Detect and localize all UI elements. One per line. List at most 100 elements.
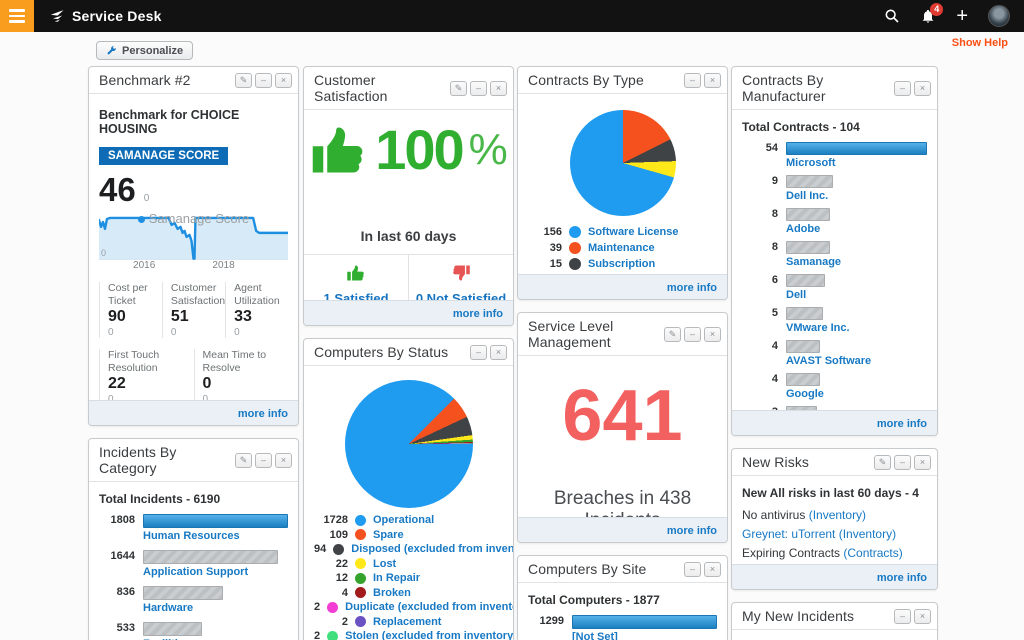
satisfaction-percentage: 100 — [375, 118, 464, 182]
close-widget-button[interactable]: × — [704, 561, 721, 577]
minimize-widget-button[interactable]: – — [894, 454, 911, 470]
bar-label-link[interactable]: Human Resources — [143, 530, 240, 542]
bar-label-link[interactable]: VMware Inc. — [786, 322, 850, 334]
bar — [143, 514, 288, 528]
legend-label-link[interactable]: Lost — [373, 557, 397, 570]
edit-widget-button[interactable]: ✎ — [235, 72, 252, 88]
bar — [786, 340, 820, 353]
minimize-widget-button[interactable]: – — [684, 72, 701, 88]
incidents-body: Total Incidents - 6190 1808 Human Resour… — [89, 482, 298, 640]
more-info-link[interactable]: more info — [666, 282, 717, 294]
bar-label-link[interactable]: [Not Set] — [572, 631, 618, 640]
close-widget-button[interactable]: × — [704, 72, 721, 88]
legend-label-link[interactable]: Subscription — [588, 258, 656, 270]
satisfied-link[interactable]: 1 Satisfied — [323, 291, 389, 300]
legend-label-link[interactable]: Operational — [373, 514, 435, 526]
more-info-link[interactable]: more info — [876, 572, 927, 584]
bar-label-link[interactable]: Application Support — [143, 566, 249, 578]
personalize-button[interactable]: Personalize — [96, 41, 194, 60]
legend-label-link[interactable]: Disposed (excluded from inventory) — [351, 543, 513, 555]
close-widget-button[interactable]: × — [275, 452, 292, 468]
close-widget-button[interactable]: × — [704, 326, 721, 342]
minimize-widget-button[interactable]: – — [894, 608, 911, 624]
bar-label-link[interactable]: Hardware — [143, 602, 194, 614]
percent-sign: % — [468, 125, 508, 174]
more-info-link[interactable]: more info — [452, 308, 503, 320]
add-icon[interactable]: + — [956, 5, 968, 27]
risk-category-link[interactable]: (Inventory) — [808, 508, 867, 522]
widget-footer: more info — [89, 400, 298, 425]
widget-footer: more info — [518, 274, 727, 299]
user-avatar[interactable] — [988, 5, 1010, 27]
edit-widget-button[interactable]: ✎ — [664, 326, 681, 342]
widget-header: Service Level Management ✎ – × — [518, 313, 727, 356]
legend-row: 2 Replacement — [341, 615, 442, 628]
minimize-widget-button[interactable]: – — [894, 80, 911, 96]
minimize-widget-button[interactable]: – — [684, 326, 701, 342]
legend-label-link[interactable]: Broken — [373, 586, 411, 599]
widget-computers-by-status: Computers By Status – × 1728 Operational … — [303, 338, 514, 640]
search-icon[interactable] — [884, 8, 900, 24]
personalize-label: Personalize — [122, 44, 184, 57]
stat-cell: Cost per Ticket 90 0 — [99, 282, 162, 339]
close-widget-button[interactable]: × — [914, 80, 931, 96]
risk-category-link[interactable]: (Contracts) — [843, 546, 903, 560]
legend-label-link[interactable]: Spare — [373, 528, 404, 541]
legend-label-link[interactable]: In Repair — [373, 572, 421, 584]
widget-footer: more info — [304, 300, 513, 325]
bar-label-link[interactable]: Dell — [786, 289, 807, 301]
app-title: Service Desk — [72, 8, 162, 24]
bar-label-link[interactable]: Samanage — [786, 256, 842, 268]
bar-row: 1644 Application Support — [99, 550, 288, 578]
widget-title: Computers By Status — [314, 344, 449, 360]
legend-row: 15 Subscription — [549, 258, 656, 270]
risk-item: No antivirus (Inventory) — [742, 508, 867, 522]
widget-title: Customer Satisfaction — [314, 72, 388, 104]
minimize-widget-button[interactable]: – — [255, 452, 272, 468]
computers-site-body: Total Computers - 1877 1299 [Not Set] — [518, 583, 727, 640]
legend-label-link[interactable]: Software License — [588, 226, 679, 238]
legend-label-link[interactable]: Stolen (excluded from inventory) — [345, 630, 513, 640]
computers-site-bars: 1299 [Not Set] — [528, 615, 717, 640]
widget-header: Contracts By Type – × — [518, 67, 727, 94]
bar-label-link[interactable]: Adobe — [786, 223, 821, 235]
menu-icon[interactable] — [0, 0, 34, 32]
minimize-widget-button[interactable]: – — [470, 80, 487, 96]
widget-header: Incidents By Category ✎ – × — [89, 439, 298, 482]
more-info-link[interactable]: more info — [237, 408, 288, 420]
bar-label-link[interactable]: AVAST Software — [786, 355, 872, 367]
show-help-link[interactable]: Show Help — [951, 37, 1008, 49]
more-info-link[interactable]: more info — [666, 525, 717, 537]
bar-label-link[interactable]: Facilities — [143, 638, 288, 640]
notifications-bell-icon[interactable]: 4 — [920, 2, 944, 25]
bar-row: 533 Facilities — [99, 622, 288, 640]
edit-widget-button[interactable]: ✎ — [874, 454, 891, 470]
minimize-widget-button[interactable]: – — [684, 561, 701, 577]
legend-dot — [355, 514, 366, 526]
contracts-type-legend: 156 Software License 39 Maintenance 15 — [528, 226, 717, 274]
top-bar: Service Desk 4 + — [0, 0, 1024, 32]
risk-category-link[interactable]: (Inventory) — [838, 527, 897, 541]
minimize-widget-button[interactable]: – — [470, 344, 487, 360]
new-risks-body: New All risks in last 60 days - 4 No ant… — [732, 476, 937, 564]
bar-label-link[interactable]: Google — [786, 388, 824, 400]
not-satisfied-link[interactable]: 0 Not Satisfied — [415, 291, 507, 300]
benchmark-stats-row-1: Cost per Ticket 90 0 Customer Satisfacti… — [99, 282, 288, 339]
close-widget-button[interactable]: × — [914, 608, 931, 624]
contracts-total: Total Contracts - 104 — [742, 120, 860, 134]
bar-label-link[interactable]: Microsoft — [786, 157, 836, 169]
edit-widget-button[interactable]: ✎ — [235, 452, 252, 468]
legend-label-link[interactable]: Replacement — [373, 615, 442, 628]
bar — [786, 373, 820, 386]
close-widget-button[interactable]: × — [275, 72, 292, 88]
legend-label-link[interactable]: Maintenance — [588, 242, 655, 254]
close-widget-button[interactable]: × — [490, 344, 507, 360]
close-widget-button[interactable]: × — [914, 454, 931, 470]
more-info-link[interactable]: more info — [876, 418, 927, 430]
bar-label-link[interactable]: Dell Inc. — [786, 190, 829, 202]
legend-label-link[interactable]: Duplicate (excluded from inventory) — [345, 601, 513, 613]
minimize-widget-button[interactable]: – — [255, 72, 272, 88]
edit-widget-button[interactable]: ✎ — [450, 80, 467, 96]
legend-row: 2 Duplicate (excluded from inventory) — [314, 601, 513, 613]
close-widget-button[interactable]: × — [490, 80, 507, 96]
